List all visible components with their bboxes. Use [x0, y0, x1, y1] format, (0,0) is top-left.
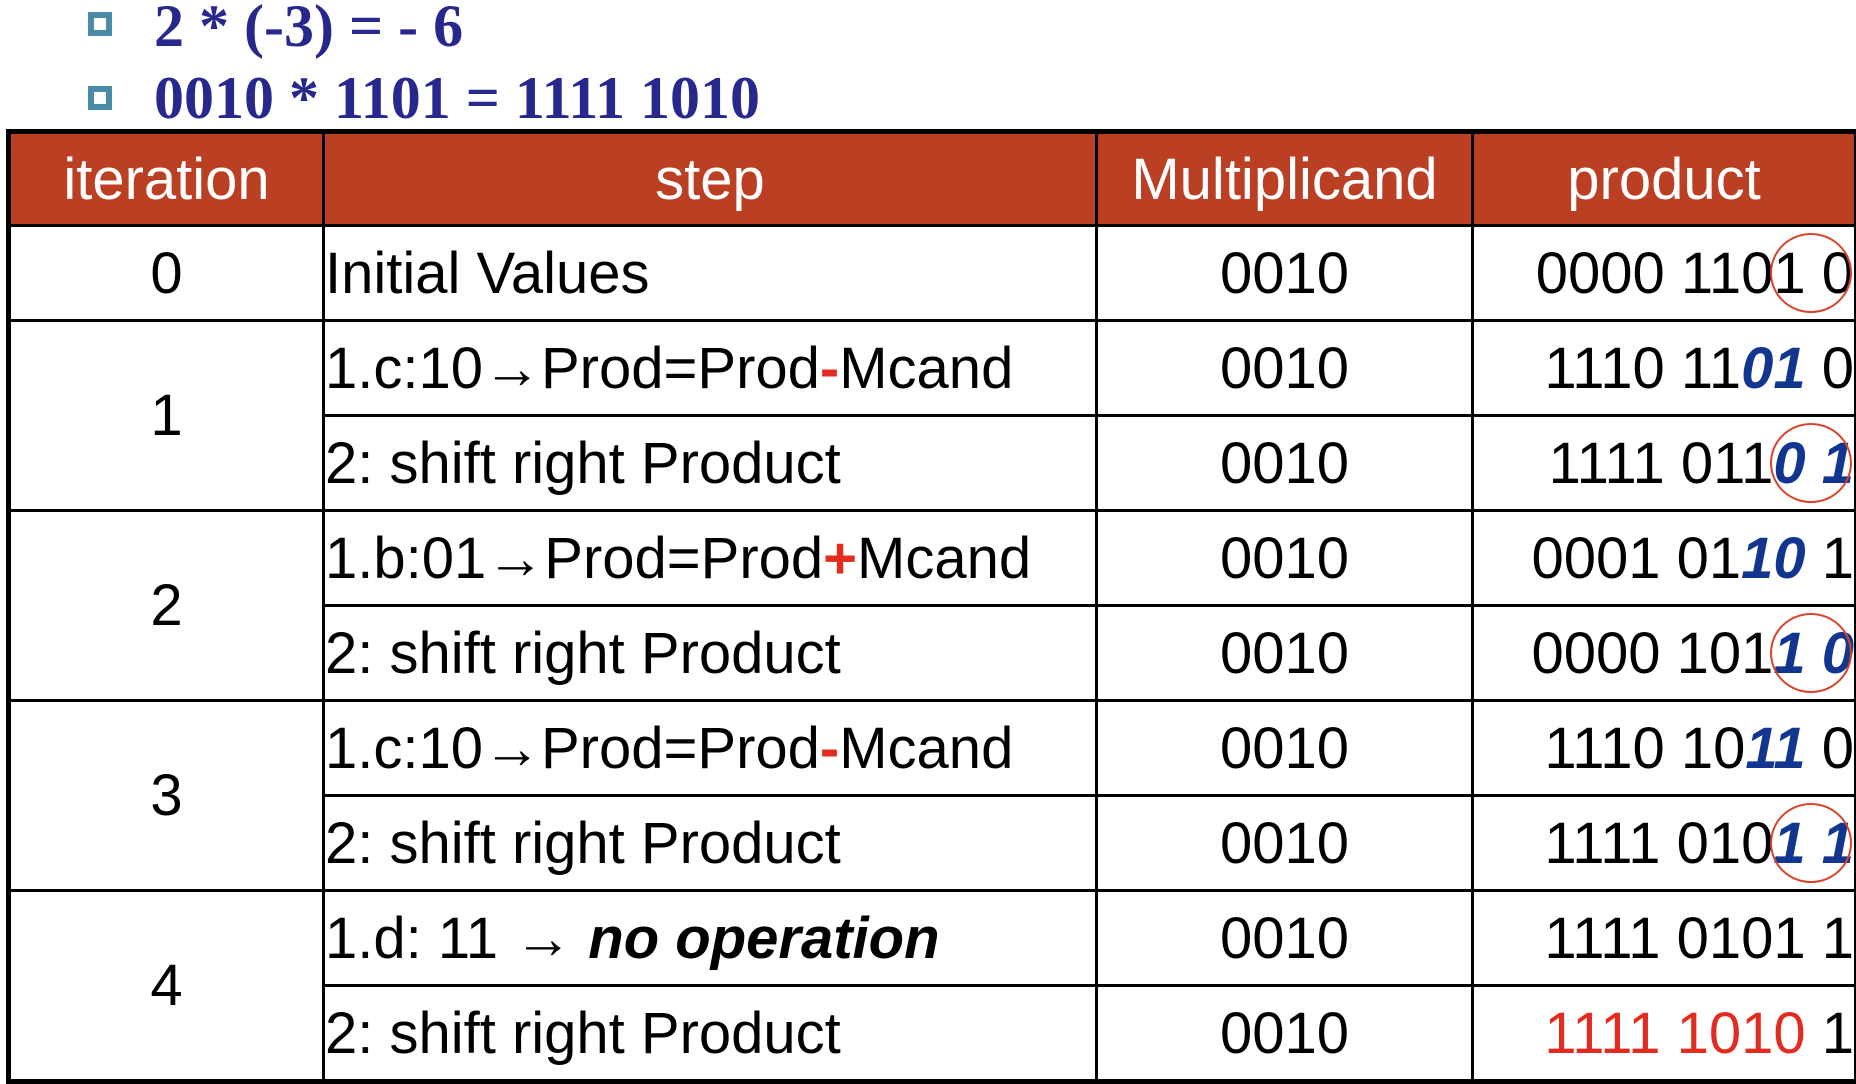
multiplicand-cell: 0010 — [1097, 891, 1473, 986]
product-value: 1111 010 — [1544, 811, 1773, 876]
bullet-text: 2 * (-3) = - 6 — [154, 0, 463, 62]
multiplicand-cell: 0010 — [1097, 796, 1473, 891]
square-bullet-icon — [88, 12, 112, 36]
table-row: 3 1.c:10→Prod=Prod-Mcand 0010 1110 1011 … — [9, 701, 1856, 796]
operator-sign: - — [820, 336, 839, 401]
step-cell: 2: shift right Product — [324, 986, 1097, 1082]
step-text: 1.d: 11 → — [325, 906, 588, 971]
product-cell: 1111 1010 1 — [1473, 986, 1856, 1082]
product-cell: 0000 1101 0 — [1473, 226, 1856, 321]
header-multiplicand: Multiplicand — [1097, 132, 1473, 226]
table-row: 1 1.c:10→Prod=Prod-Mcand 0010 1110 1101 … — [9, 321, 1856, 416]
iteration-cell: 2 — [9, 511, 324, 701]
step-cell: 2: shift right Product — [324, 796, 1097, 891]
header-iteration: iteration — [9, 132, 324, 226]
multiplicand-cell: 0010 — [1097, 986, 1473, 1082]
iteration-cell: 1 — [9, 321, 324, 511]
header-row: iteration step Multiplicand product — [9, 132, 1856, 226]
product-value: 1111 011 — [1549, 431, 1774, 496]
table-row: 0 Initial Values 0010 0000 1101 0 — [9, 226, 1856, 321]
step-cell: 1.c:10→Prod=Prod-Mcand — [324, 321, 1097, 416]
product-value: 0000 101 — [1531, 621, 1773, 686]
product-highlight-bits: 1 0 — [1773, 621, 1854, 686]
operator-sign: + — [823, 526, 857, 591]
product-highlight-bits: 1 1 — [1773, 811, 1854, 876]
product-cell: 1111 0101 1 — [1473, 796, 1856, 891]
product-cell: 1111 0101 1 — [1473, 891, 1856, 986]
step-cell: 2: shift right Product — [324, 416, 1097, 511]
step-text: 1.c:10→Prod=Prod — [325, 336, 820, 401]
product-value: 0 — [1806, 716, 1854, 781]
multiplicand-cell: 0010 — [1097, 701, 1473, 796]
header-product: product — [1473, 132, 1856, 226]
booth-multiplication-table: iteration step Multiplicand product 0 In… — [6, 129, 1856, 1084]
multiplicand-cell: 0010 — [1097, 321, 1473, 416]
step-cell: 2: shift right Product — [324, 606, 1097, 701]
no-operation-text: no operation — [588, 906, 939, 971]
product-cell: 0000 1011 0 — [1473, 606, 1856, 701]
step-text: Mcand — [839, 336, 1013, 401]
product-value: 0 — [1806, 336, 1854, 401]
step-cell: 1.d: 11 → no operation — [324, 891, 1097, 986]
product-value: 1 — [1806, 1001, 1854, 1066]
step-text: Mcand — [857, 526, 1031, 591]
product-cell: 0001 0110 1 — [1473, 511, 1856, 606]
product-value: 1110 10 — [1544, 716, 1745, 781]
step-cell: Initial Values — [324, 226, 1097, 321]
product-cell: 1111 0110 1 — [1473, 416, 1856, 511]
step-text: 1.b:01→Prod=Prod — [325, 526, 823, 591]
step-text: Mcand — [839, 716, 1013, 781]
product-highlight-bits: 11 — [1745, 716, 1805, 781]
product-highlight-bits: 0 1 — [1773, 431, 1854, 496]
table-row: 4 1.d: 11 → no operation 0010 1111 0101 … — [9, 891, 1856, 986]
step-cell: 1.b:01→Prod=Prod+Mcand — [324, 511, 1097, 606]
product-highlight-bits: 10 — [1741, 526, 1806, 591]
step-cell: 1.c:10→Prod=Prod-Mcand — [324, 701, 1097, 796]
product-highlight-bits: 01 — [1741, 336, 1806, 401]
multiplicand-cell: 0010 — [1097, 606, 1473, 701]
multiplicand-cell: 0010 — [1097, 511, 1473, 606]
product-value: 1110 11 — [1544, 336, 1741, 401]
operator-sign: - — [820, 716, 839, 781]
bullet-text: 0010 * 1101 = 1111 1010 — [154, 62, 760, 134]
product-value: 0000 1101 0 — [1536, 241, 1854, 306]
table-row: 2 1.b:01→Prod=Prod+Mcand 0010 0001 0110 … — [9, 511, 1856, 606]
header-step: step — [324, 132, 1097, 226]
product-value: 0001 01 — [1531, 526, 1741, 591]
product-value: 1 — [1806, 526, 1854, 591]
iteration-cell: 0 — [9, 226, 324, 321]
iteration-cell: 3 — [9, 701, 324, 891]
square-bullet-icon — [88, 86, 112, 110]
product-cell: 1110 1011 0 — [1473, 701, 1856, 796]
final-result: 1111 1010 — [1544, 1001, 1805, 1066]
iteration-cell: 4 — [9, 891, 324, 1082]
product-cell: 1110 1101 0 — [1473, 321, 1856, 416]
step-text: 1.c:10→Prod=Prod — [325, 716, 820, 781]
multiplicand-cell: 0010 — [1097, 416, 1473, 511]
multiplicand-cell: 0010 — [1097, 226, 1473, 321]
